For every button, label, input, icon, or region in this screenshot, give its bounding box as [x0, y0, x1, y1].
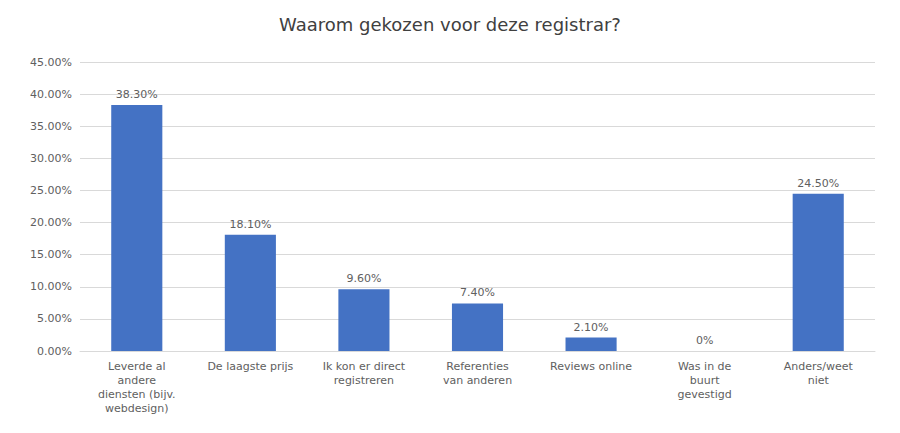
svg-text:registreren: registreren	[334, 374, 394, 387]
svg-text:30.00%: 30.00%	[30, 152, 72, 165]
svg-text:45.00%: 45.00%	[30, 56, 72, 69]
svg-text:andere: andere	[118, 374, 157, 387]
svg-text:15.00%: 15.00%	[30, 248, 72, 261]
svg-text:18.10%: 18.10%	[229, 218, 271, 231]
svg-text:0.00%: 0.00%	[37, 345, 72, 358]
svg-text:buurt: buurt	[690, 374, 720, 387]
svg-text:20.00%: 20.00%	[30, 216, 72, 229]
svg-text:De laagste prijs: De laagste prijs	[207, 360, 293, 373]
svg-text:Reviews online: Reviews online	[550, 360, 632, 373]
svg-text:25.00%: 25.00%	[30, 184, 72, 197]
svg-text:35.00%: 35.00%	[30, 120, 72, 133]
svg-text:Was in de: Was in de	[678, 360, 732, 373]
svg-text:niet: niet	[808, 374, 830, 387]
svg-text:9.60%: 9.60%	[346, 272, 381, 285]
svg-text:7.40%: 7.40%	[460, 286, 495, 299]
svg-text:Ik kon er direct: Ik kon er direct	[323, 360, 406, 373]
svg-text:38.30%: 38.30%	[116, 88, 158, 101]
svg-text:webdesign): webdesign)	[105, 402, 169, 415]
svg-text:diensten (bijv.: diensten (bijv.	[98, 388, 176, 401]
svg-text:5.00%: 5.00%	[37, 312, 72, 325]
svg-text:van anderen: van anderen	[443, 374, 512, 387]
svg-text:Referenties: Referenties	[446, 360, 509, 373]
svg-text:2.10%: 2.10%	[574, 321, 609, 334]
svg-text:0%: 0%	[696, 334, 713, 347]
svg-text:gevestigd: gevestigd	[678, 388, 732, 401]
svg-text:10.00%: 10.00%	[30, 280, 72, 293]
svg-text:24.50%: 24.50%	[797, 177, 839, 190]
svg-text:40.00%: 40.00%	[30, 88, 72, 101]
svg-text:Waarom gekozen voor deze regis: Waarom gekozen voor deze registrar?	[279, 14, 621, 35]
svg-text:Anders/weet: Anders/weet	[784, 360, 854, 373]
svg-text:Leverde al: Leverde al	[108, 360, 165, 373]
